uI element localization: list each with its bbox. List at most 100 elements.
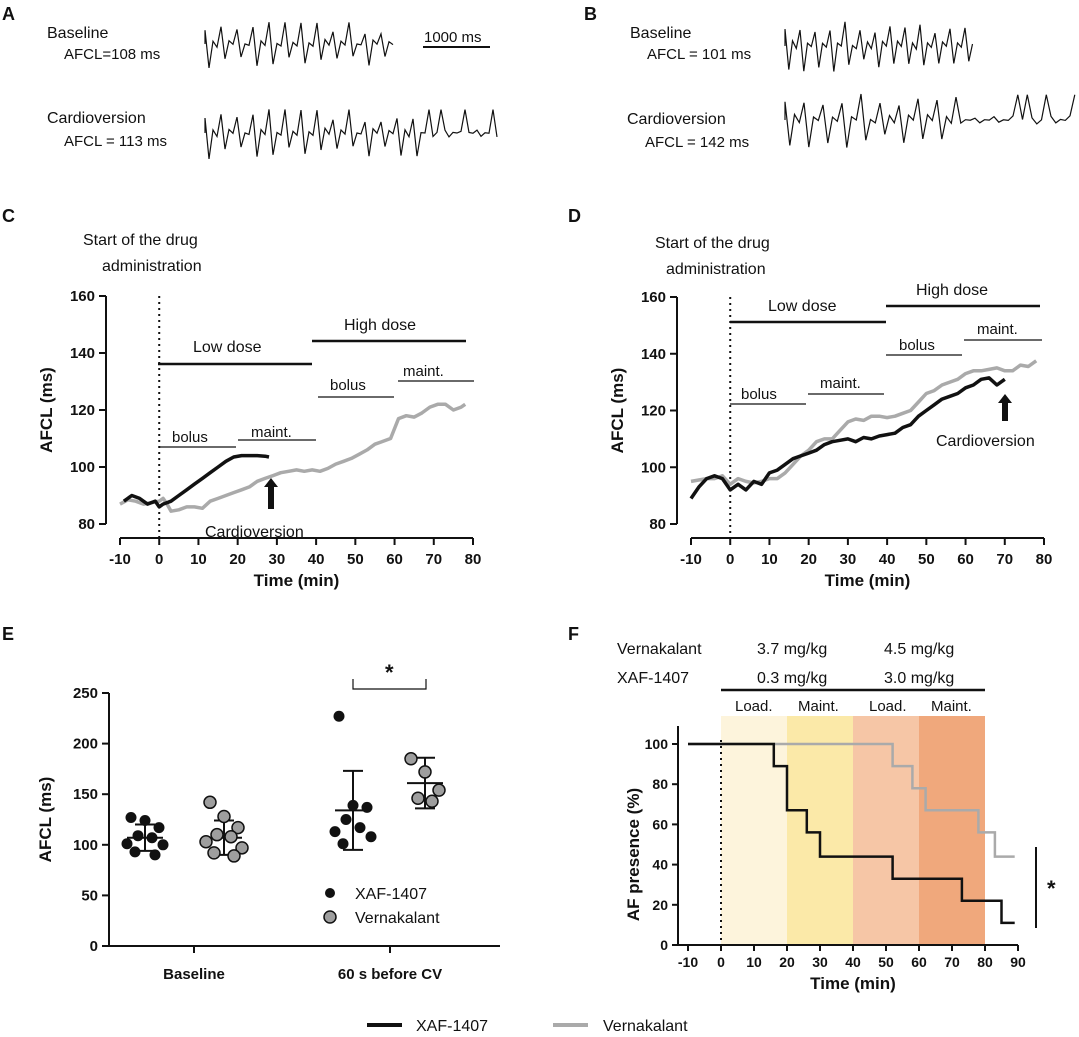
ecg-trace-b-cardioversion <box>784 93 1076 148</box>
legend-xaf-label: XAF-1407 <box>416 1018 488 1035</box>
panel-f-row1-high: 4.5 mg/kg <box>884 641 954 658</box>
y-tick-label: 0 <box>90 938 98 955</box>
panel-a-cv-afcl: AFCL = 113 ms <box>64 133 167 150</box>
x-tick-label: 50 <box>347 551 364 568</box>
data-point <box>199 835 213 849</box>
y-tick-label: 100 <box>645 736 669 752</box>
y-axis-title: AFCL (ms) <box>36 777 55 863</box>
y-axis-title: AFCL (ms) <box>37 367 56 453</box>
ecg-trace-a-cardioversion <box>204 109 498 159</box>
y-tick-label: 160 <box>641 289 666 306</box>
legend-vern-label: Vernakalant <box>603 1018 688 1035</box>
data-point <box>121 838 133 850</box>
chart-d: 80 100 120 140 160 -10 0 10 20 30 40 50 60 70 80 Time (… <box>608 289 1052 590</box>
x-tick-label: 40 <box>308 551 325 568</box>
panel-f-row2-label: XAF-1407 <box>617 670 689 687</box>
panel-e-legend-vern: Vernakalant <box>355 910 440 927</box>
y-tick-label: 200 <box>73 736 98 753</box>
panel-d-start-label-2: administration <box>666 261 766 278</box>
y-tick-label: 0 <box>660 937 668 953</box>
data-point <box>418 765 432 779</box>
x-tick-label: 50 <box>918 551 935 568</box>
data-point <box>203 795 217 810</box>
panel-letter-c: C <box>2 206 15 226</box>
x-tick-label: 40 <box>845 954 861 970</box>
panel-d-cardioversion-label: Cardioversion <box>936 433 1035 450</box>
panel-c-start-label-2: administration <box>102 258 202 275</box>
data-point <box>404 752 418 766</box>
y-axis-title: AF presence (%) <box>624 788 643 921</box>
x-tick-label: 10 <box>761 551 778 568</box>
panel-f-row1-low: 3.7 mg/kg <box>757 641 827 658</box>
x-tick-label: 30 <box>812 954 828 970</box>
panel-f-row2-low: 0.3 mg/kg <box>757 670 827 687</box>
data-point <box>227 849 241 863</box>
y-tick-label: 150 <box>73 786 98 803</box>
panel-f-load1: Load. <box>735 698 773 715</box>
data-point <box>129 846 141 858</box>
x-tick-label: 30 <box>840 551 857 568</box>
x-tick-label: 0 <box>155 551 163 568</box>
y-tick-label: 80 <box>649 516 666 533</box>
x-axis-title: Time (min) <box>810 974 896 993</box>
panel-e-legend-vern-marker <box>323 910 337 924</box>
panel-c-maint1: maint. <box>251 424 292 441</box>
panel-a: A Baseline AFCL=108 ms Cardioversion AFC… <box>2 4 498 159</box>
data-point <box>207 846 221 860</box>
y-axis-title: AFCL (ms) <box>608 368 627 454</box>
x-tick-label: 60 <box>911 954 927 970</box>
x-tick-label: 60 <box>957 551 974 568</box>
panel-d: D Start of the drug administration Low d… <box>568 206 1052 590</box>
data-point <box>337 838 349 850</box>
x-category-label: 60 s before CV <box>338 966 442 983</box>
y-tick-label: 100 <box>73 837 98 854</box>
data-point <box>153 822 165 834</box>
panel-b-cv-afcl: AFCL = 142 ms <box>645 134 749 151</box>
panel-d-cardioversion-arrow-icon <box>998 394 1012 421</box>
data-point <box>125 811 137 823</box>
y-tick-label: 160 <box>70 288 95 305</box>
y-tick-label: 140 <box>641 346 666 363</box>
panel-letter-b: B <box>584 4 597 24</box>
x-tick-label: -10 <box>680 551 702 568</box>
x-tick-label: 60 <box>386 551 403 568</box>
y-tick-label: 100 <box>70 459 95 476</box>
x-axis-title: Time (min) <box>825 571 911 590</box>
series-line-xaf-1407 <box>689 376 1006 500</box>
panel-e-significance-bracket <box>352 679 427 690</box>
panel-b-cv-label: Cardioversion <box>627 111 726 128</box>
panel-c-cardioversion-arrow-icon <box>264 478 278 509</box>
panel-f-row1-label: Vernakalant <box>617 641 702 658</box>
step-line-xaf-1407 <box>688 742 1015 925</box>
x-tick-label: 50 <box>878 954 894 970</box>
x-tick-label: 70 <box>996 551 1013 568</box>
y-tick-label: 120 <box>70 402 95 419</box>
x-tick-label: 70 <box>944 954 960 970</box>
chart-e: 0 50 100 150 200 250 Baseline 60 s before CV AFC… <box>36 685 500 983</box>
ecg-trace-a-baseline <box>204 22 394 68</box>
y-tick-label: 250 <box>73 685 98 702</box>
data-point <box>224 829 238 844</box>
panel-f-maint2: Maint. <box>931 698 972 715</box>
data-point <box>347 799 359 811</box>
data-point <box>235 841 249 855</box>
data-point <box>139 815 151 827</box>
x-tick-label: 90 <box>1010 954 1026 970</box>
panel-f-significance-star: * <box>1047 876 1056 901</box>
data-point <box>329 826 341 838</box>
data-point <box>361 801 373 813</box>
panel-e-legend-xaf-marker <box>325 888 335 898</box>
panel-e: E * 0 50 100 150 200 250 Baseline 60 s before C… <box>2 624 500 983</box>
series-line-vernakalant <box>119 402 467 513</box>
panel-f-load2: Load. <box>869 698 907 715</box>
ecg-trace-b-baseline <box>784 21 974 72</box>
y-tick-label: 20 <box>652 897 668 913</box>
panel-d-bolus2: bolus <box>899 337 935 354</box>
panel-letter-e: E <box>2 624 14 644</box>
panel-letter-f: F <box>568 624 579 644</box>
x-tick-label: 20 <box>779 954 795 970</box>
x-tick-label: 20 <box>800 551 817 568</box>
x-tick-label: 70 <box>425 551 442 568</box>
y-tick-label: 100 <box>641 459 666 476</box>
